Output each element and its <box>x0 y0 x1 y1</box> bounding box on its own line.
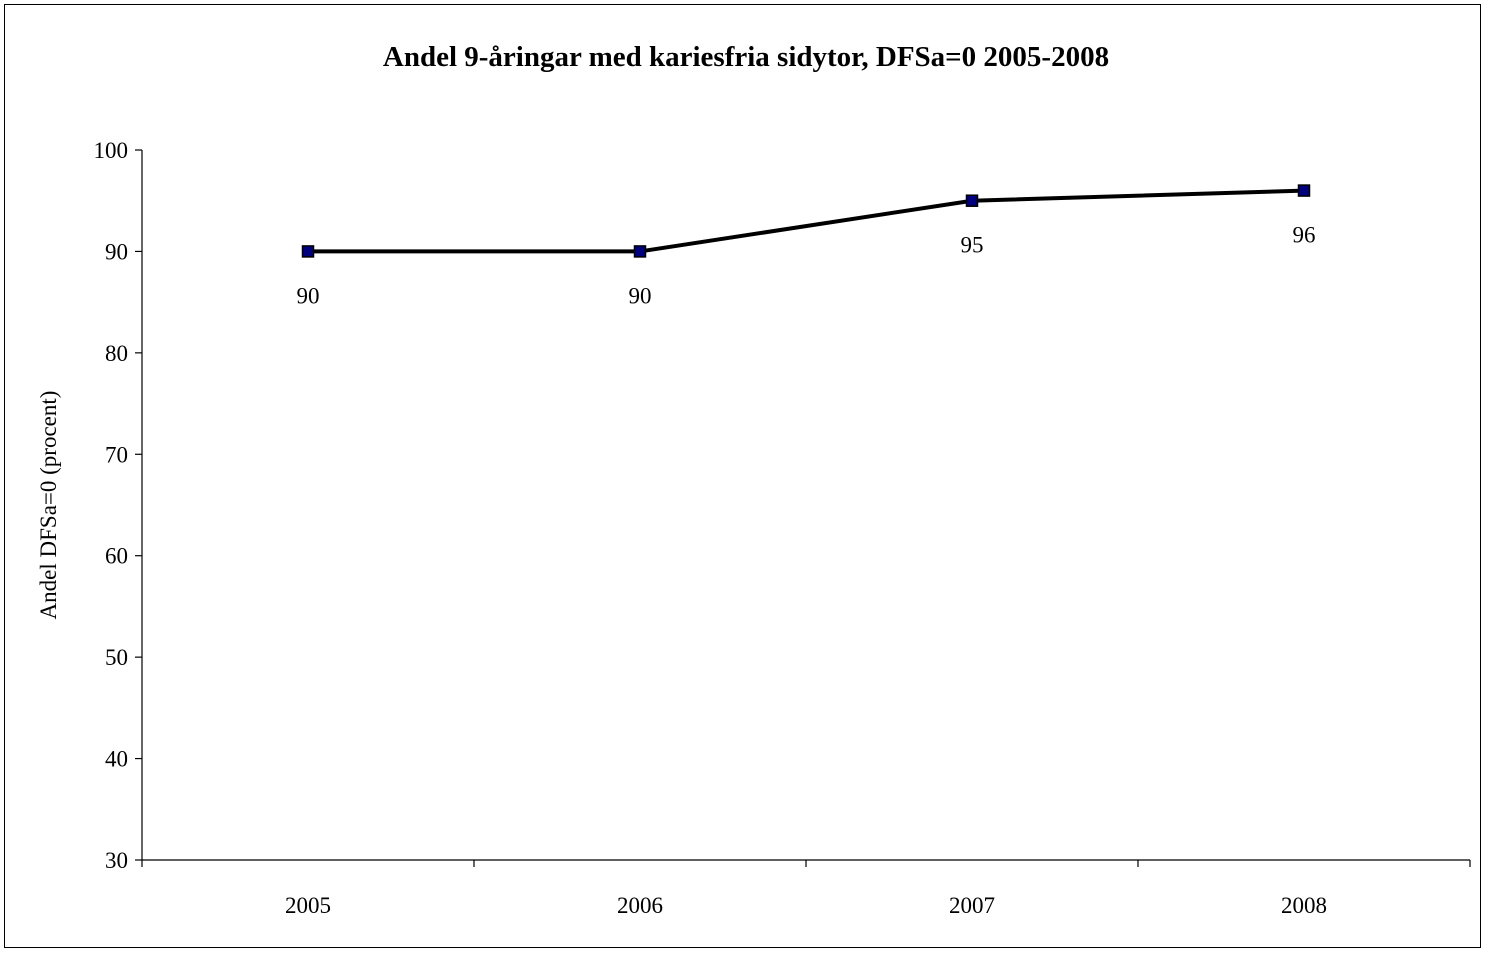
y-tick-label: 60 <box>105 544 128 569</box>
data-point-marker <box>633 245 647 258</box>
x-tick-label: 2006 <box>617 893 663 918</box>
y-tick-label: 100 <box>94 138 129 163</box>
series-line <box>308 188 1305 254</box>
data-label: 96 <box>1293 223 1316 248</box>
x-tick-label: 2007 <box>949 893 995 918</box>
x-tick-label: 2008 <box>1281 893 1327 918</box>
chart-title: Andel 9-åringar med kariesfria sidytor, … <box>383 41 1109 73</box>
y-tick-label: 90 <box>105 239 128 264</box>
chart-frame <box>4 4 1481 948</box>
data-label: 90 <box>297 283 320 308</box>
y-tick-label: 30 <box>105 848 128 873</box>
data-point-marker <box>1297 184 1311 197</box>
y-tick-label: 50 <box>105 645 128 670</box>
data-label: 95 <box>961 233 984 258</box>
x-tick-label: 2005 <box>285 893 331 918</box>
y-tick-label: 80 <box>105 341 128 366</box>
data-point-marker <box>965 194 979 207</box>
y-tick-label: 70 <box>105 442 128 467</box>
y-tick-label: 40 <box>105 747 128 772</box>
data-label: 90 <box>629 283 652 308</box>
y-axis-label: Andel DFSa=0 (procent) <box>36 391 61 620</box>
data-point-marker <box>301 245 315 258</box>
